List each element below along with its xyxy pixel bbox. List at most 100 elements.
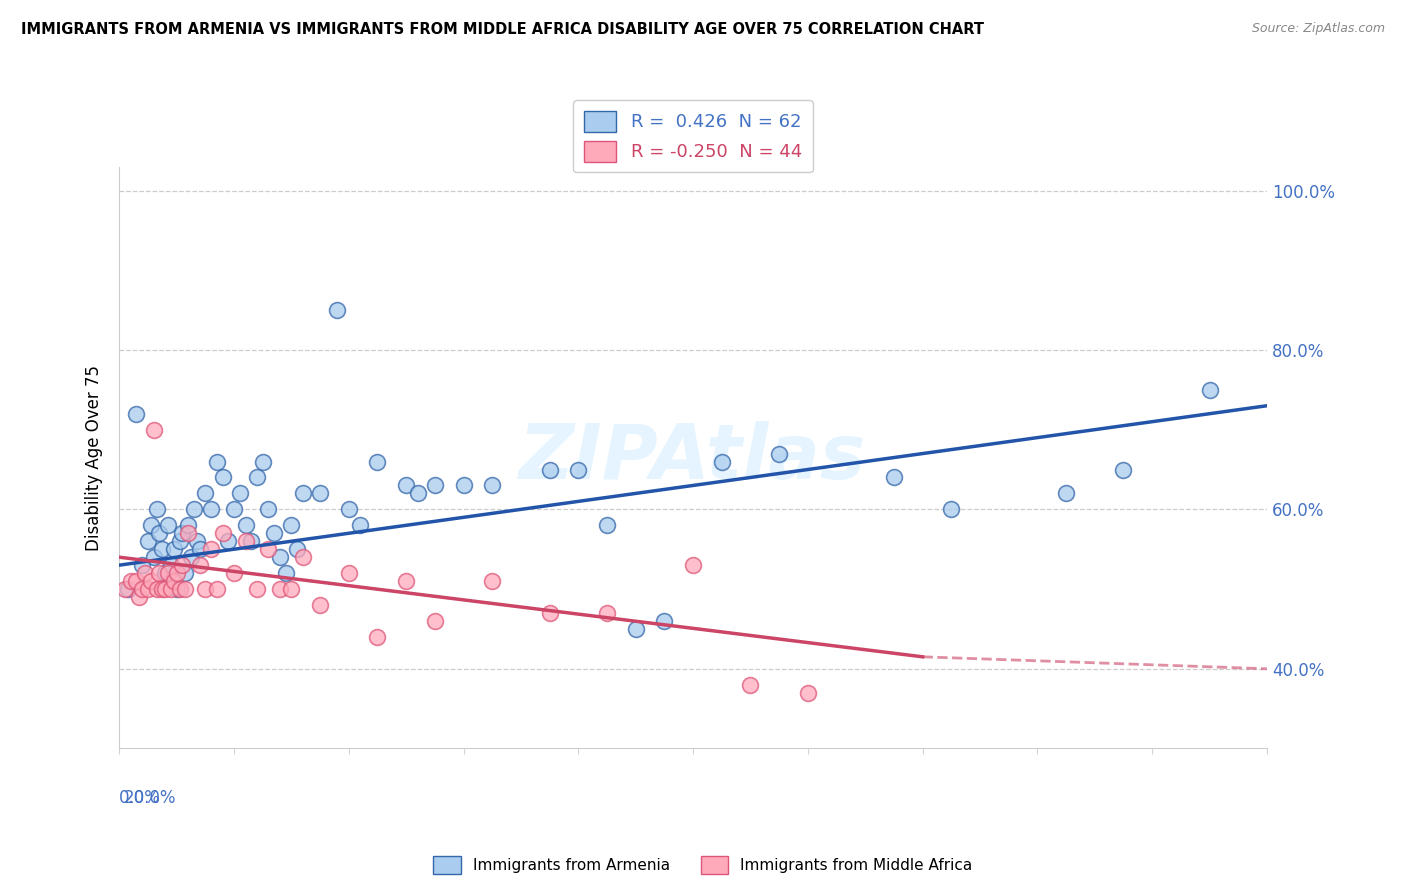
Point bbox=[481, 478, 503, 492]
Point bbox=[153, 582, 176, 596]
Point bbox=[172, 558, 194, 573]
Point bbox=[120, 574, 142, 588]
Point bbox=[157, 518, 180, 533]
Point bbox=[941, 502, 963, 516]
Point bbox=[337, 502, 360, 516]
Point bbox=[222, 502, 245, 516]
Point bbox=[326, 303, 349, 318]
Point bbox=[740, 678, 762, 692]
Point bbox=[682, 558, 704, 573]
Point bbox=[188, 542, 211, 557]
Point bbox=[153, 566, 176, 581]
Point bbox=[205, 454, 228, 468]
Point bbox=[186, 534, 208, 549]
Point bbox=[596, 518, 619, 533]
Point bbox=[596, 606, 619, 620]
Point bbox=[211, 470, 233, 484]
Point bbox=[567, 462, 589, 476]
Point bbox=[366, 630, 388, 644]
Point bbox=[274, 566, 297, 581]
Point bbox=[157, 566, 180, 581]
Point bbox=[1198, 383, 1220, 397]
Point bbox=[114, 582, 136, 596]
Point bbox=[1112, 462, 1135, 476]
Point bbox=[366, 454, 388, 468]
Point bbox=[169, 534, 191, 549]
Point bbox=[177, 526, 200, 541]
Point bbox=[280, 518, 302, 533]
Point bbox=[710, 454, 733, 468]
Point bbox=[136, 582, 159, 596]
Point bbox=[148, 566, 170, 581]
Point bbox=[125, 574, 148, 588]
Point bbox=[142, 423, 165, 437]
Point bbox=[235, 518, 257, 533]
Point bbox=[252, 454, 274, 468]
Point bbox=[166, 566, 188, 581]
Point bbox=[235, 534, 257, 549]
Point bbox=[148, 526, 170, 541]
Text: ZIPAtlas: ZIPAtlas bbox=[519, 420, 866, 494]
Y-axis label: Disability Age Over 75: Disability Age Over 75 bbox=[86, 365, 103, 550]
Point bbox=[183, 502, 205, 516]
Point bbox=[180, 550, 202, 565]
Point bbox=[142, 550, 165, 565]
Point bbox=[269, 582, 291, 596]
Point bbox=[131, 582, 153, 596]
Legend: R =  0.426  N = 62, R = -0.250  N = 44: R = 0.426 N = 62, R = -0.250 N = 44 bbox=[574, 100, 813, 172]
Point bbox=[285, 542, 308, 557]
Point bbox=[174, 582, 197, 596]
Point bbox=[139, 518, 162, 533]
Point bbox=[177, 518, 200, 533]
Point bbox=[163, 542, 186, 557]
Point bbox=[163, 574, 186, 588]
Point bbox=[160, 558, 183, 573]
Point bbox=[269, 550, 291, 565]
Point bbox=[291, 486, 314, 500]
Point bbox=[128, 590, 150, 604]
Point bbox=[240, 534, 263, 549]
Point bbox=[246, 470, 269, 484]
Text: 0.0%: 0.0% bbox=[120, 789, 162, 807]
Point bbox=[117, 582, 139, 596]
Point bbox=[423, 614, 446, 628]
Point bbox=[280, 582, 302, 596]
Text: Source: ZipAtlas.com: Source: ZipAtlas.com bbox=[1251, 22, 1385, 36]
Point bbox=[654, 614, 676, 628]
Point bbox=[797, 686, 820, 700]
Point bbox=[1054, 486, 1077, 500]
Point bbox=[337, 566, 360, 581]
Point bbox=[134, 566, 156, 581]
Point bbox=[194, 486, 217, 500]
Point bbox=[246, 582, 269, 596]
Point bbox=[188, 558, 211, 573]
Point bbox=[200, 502, 222, 516]
Point bbox=[309, 598, 332, 612]
Point bbox=[145, 502, 167, 516]
Point bbox=[166, 582, 188, 596]
Point bbox=[194, 582, 217, 596]
Point bbox=[395, 574, 418, 588]
Point bbox=[200, 542, 222, 557]
Point bbox=[136, 534, 159, 549]
Point bbox=[257, 542, 280, 557]
Point bbox=[291, 550, 314, 565]
Point bbox=[174, 566, 197, 581]
Point bbox=[349, 518, 371, 533]
Point bbox=[257, 502, 280, 516]
Point bbox=[624, 622, 647, 636]
Point bbox=[205, 582, 228, 596]
Text: 20.0%: 20.0% bbox=[124, 789, 177, 807]
Point bbox=[309, 486, 332, 500]
Point bbox=[150, 542, 173, 557]
Point bbox=[538, 462, 561, 476]
Point bbox=[150, 582, 173, 596]
Point bbox=[229, 486, 252, 500]
Point bbox=[131, 558, 153, 573]
Point bbox=[263, 526, 285, 541]
Point bbox=[406, 486, 429, 500]
Point bbox=[211, 526, 233, 541]
Point bbox=[160, 582, 183, 596]
Point bbox=[423, 478, 446, 492]
Point bbox=[169, 582, 191, 596]
